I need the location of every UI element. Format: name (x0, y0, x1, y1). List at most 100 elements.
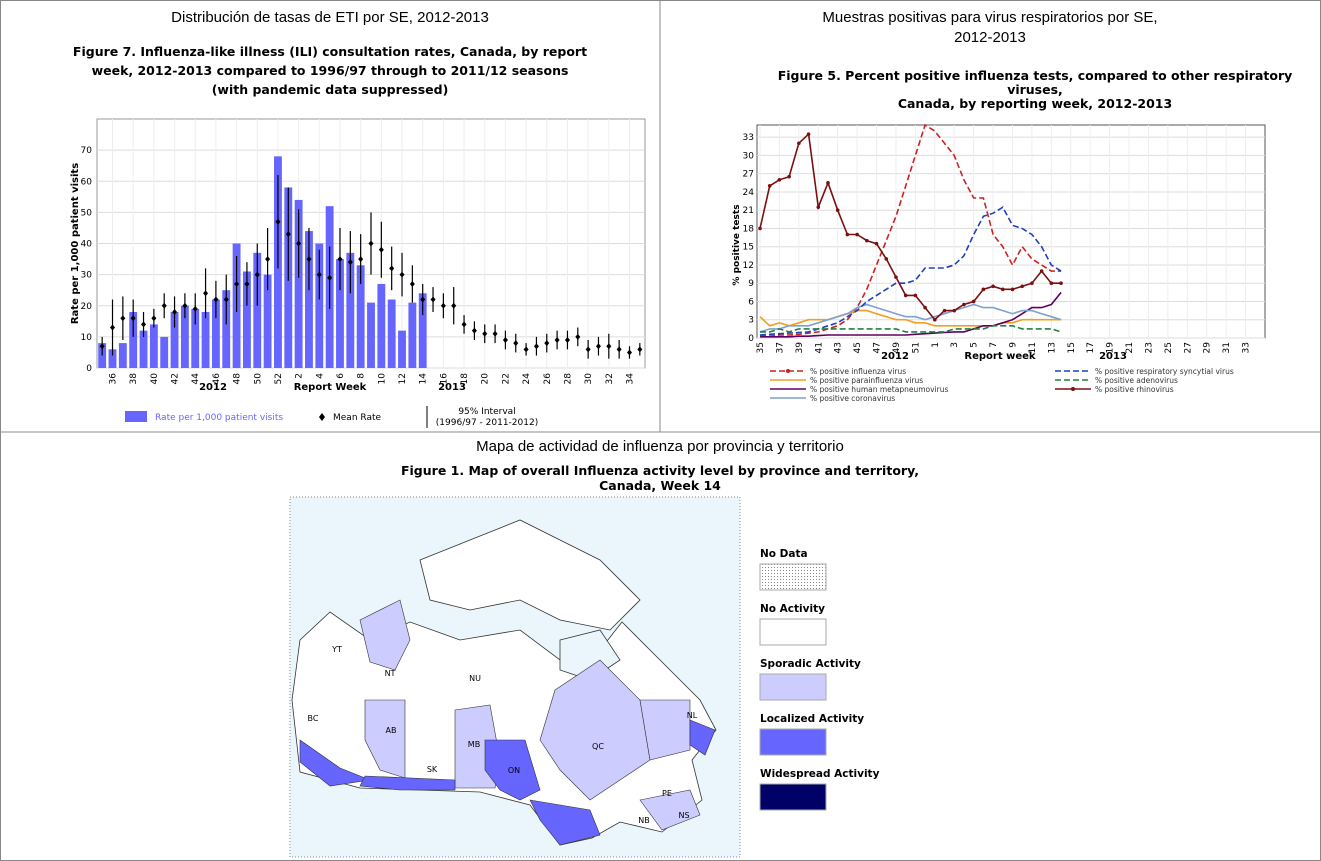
x-tick-label: 23 (1144, 342, 1154, 353)
mean-marker (626, 349, 632, 356)
mean-marker (306, 256, 312, 263)
bar (242, 271, 251, 368)
point (952, 308, 957, 313)
x-tick-label: 5 (970, 342, 980, 348)
x-tick-label: 20 (481, 373, 491, 385)
bar (149, 324, 158, 368)
region-label: YT (331, 645, 342, 654)
y-tick-label: 3 (748, 316, 754, 326)
series-line (760, 291, 1062, 338)
y-axis-label: % positive tests (732, 204, 742, 285)
x-tick-label: 8 (357, 373, 367, 379)
legend-swatch (759, 563, 827, 591)
mean-marker (358, 256, 364, 263)
bar (346, 252, 355, 368)
point (797, 141, 801, 146)
region-label: AB (386, 726, 397, 735)
point (787, 174, 791, 179)
legend-swatch (759, 728, 827, 756)
mean-marker (389, 265, 395, 272)
y-tick-label: 18 (743, 224, 755, 234)
mean-marker (110, 324, 116, 331)
mean-marker (637, 346, 643, 353)
bar (139, 330, 148, 368)
series-line (760, 123, 1062, 337)
mean-marker (368, 240, 374, 247)
bar (253, 252, 262, 368)
y-tick-label: 40 (81, 240, 93, 250)
mean-marker (213, 296, 219, 303)
bar (180, 305, 189, 368)
cell-header: Muestras positivas para virus respirator… (822, 9, 1157, 26)
mean-marker (151, 315, 157, 322)
bar (294, 199, 303, 368)
y-tick-label: 0 (748, 334, 754, 344)
bar (387, 299, 396, 368)
region-localized (299, 739, 372, 787)
x-tick-label: 28 (563, 373, 573, 385)
x-tick-label: 41 (814, 342, 824, 353)
x-tick-label: 27 (1183, 342, 1193, 353)
x-tick-label: 2 (295, 373, 305, 379)
legend-label: % positive coronavirus (810, 394, 895, 403)
region-label: NU (469, 674, 481, 683)
figure-title: Canada, by reporting week, 2012-2013 (898, 96, 1172, 111)
mean-marker (575, 333, 581, 340)
bar (211, 299, 220, 368)
legend-label: % positive influenza virus (810, 367, 906, 376)
point (1049, 281, 1054, 286)
x-tick-label: 35 (756, 342, 766, 353)
x-tick-label: 11 (1028, 342, 1038, 353)
x-tick-label: 19 (1106, 342, 1116, 354)
mean-marker (347, 259, 353, 266)
y-tick-label: 0 (86, 364, 92, 374)
figure-title: Canada, Week 14 (599, 478, 721, 493)
bar (315, 243, 324, 368)
point (1010, 287, 1015, 292)
bar (129, 311, 138, 368)
legend-label: Sporadic Activity (760, 658, 861, 670)
mean-marker (461, 321, 467, 328)
y-axis-label: Rate per 1,000 patient visits (70, 163, 81, 324)
bar (356, 265, 365, 368)
legend-label: Widespread Activity (760, 768, 880, 780)
cell-header: Mapa de actividad de influenza por provi… (476, 438, 844, 455)
point (991, 284, 995, 289)
legend-swatch (759, 618, 827, 646)
mean-marker (502, 336, 508, 343)
mean-marker (203, 290, 209, 297)
point (826, 181, 830, 185)
x-tick-label: 44 (191, 373, 201, 385)
mean-marker (595, 343, 601, 350)
bar (377, 283, 386, 368)
y-tick-label: 6 (748, 297, 754, 307)
figure-title: Figure 5. Percent positive influenza tes… (778, 68, 1293, 83)
x-tick-label: 22 (501, 373, 511, 384)
bar (170, 311, 179, 368)
region-label: NL (687, 711, 698, 720)
x-tick-label: 52 (274, 373, 284, 384)
mean-marker (420, 296, 426, 303)
figure-title: viruses, (1007, 82, 1063, 97)
x-tick-label: 24 (522, 373, 532, 385)
mean-marker (471, 327, 477, 334)
mean-marker (327, 274, 333, 281)
x-tick-label: 37 (775, 342, 785, 353)
mean-marker (182, 302, 188, 309)
mean-marker (161, 302, 167, 309)
y-tick-label: 12 (743, 261, 754, 271)
x-tick-label: 16 (439, 373, 449, 385)
y-tick-label: 33 (743, 133, 754, 143)
bar (263, 274, 272, 368)
mean-marker (192, 305, 198, 312)
mean-marker (482, 330, 488, 337)
region-label: NT (385, 669, 396, 678)
bar (118, 343, 127, 368)
series-line (759, 309, 1062, 327)
region-localized (484, 739, 541, 801)
mean-marker (99, 343, 105, 350)
bar (160, 336, 169, 368)
mean-marker (544, 340, 550, 347)
year-label: 2013 (1099, 351, 1127, 362)
bar (418, 293, 427, 368)
